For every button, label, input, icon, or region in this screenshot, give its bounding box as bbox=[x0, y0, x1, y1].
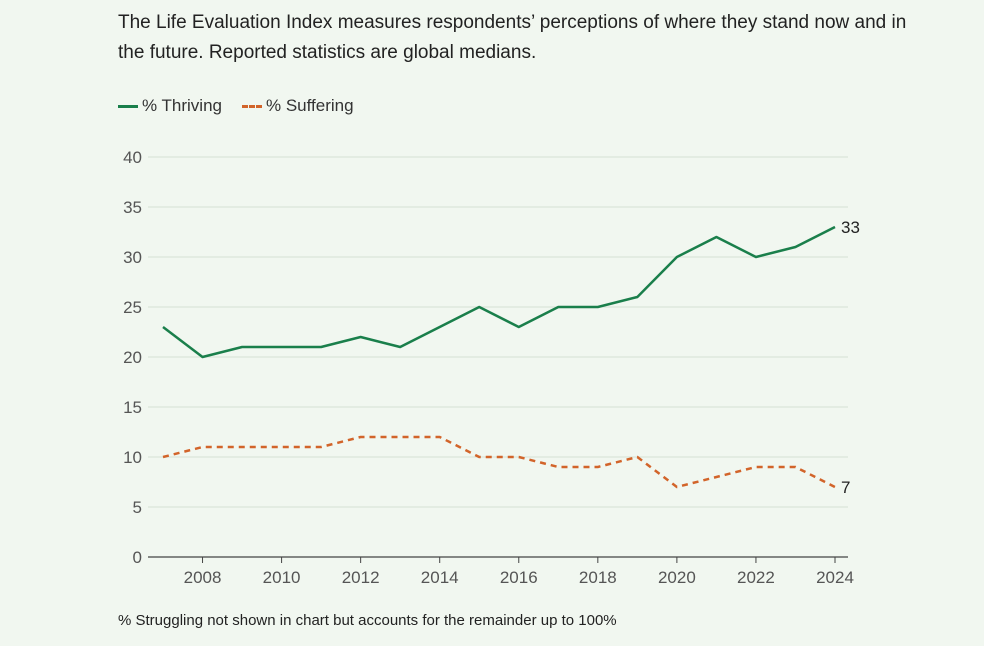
x-tick-label: 2012 bbox=[342, 568, 380, 587]
y-tick-label: 5 bbox=[133, 498, 142, 517]
x-tick-label: 2016 bbox=[500, 568, 538, 587]
legend-label-thriving: % Thriving bbox=[142, 96, 222, 115]
legend-swatch-suffering bbox=[242, 104, 262, 108]
y-tick-label: 20 bbox=[123, 348, 142, 367]
x-tick-label: 2008 bbox=[184, 568, 222, 587]
end-label-thriving: 33 bbox=[841, 218, 860, 237]
series-line-thriving bbox=[162, 225, 836, 359]
x-tick-label: 2022 bbox=[737, 568, 775, 587]
x-tick-label: 2024 bbox=[816, 568, 854, 587]
legend-label-suffering: % Suffering bbox=[266, 96, 354, 115]
footnote: % Struggling not shown in chart but acco… bbox=[118, 612, 617, 629]
x-tick-label: 2018 bbox=[579, 568, 617, 587]
chart-description: The Life Evaluation Index measures respo… bbox=[118, 12, 907, 63]
legend-swatch-thriving bbox=[118, 104, 138, 108]
legend-item-thriving: % Thriving bbox=[118, 96, 222, 116]
y-tick-label: 40 bbox=[123, 148, 142, 167]
y-tick-label: 25 bbox=[123, 298, 142, 317]
series-line-suffering bbox=[162, 435, 836, 489]
x-tick-label: 2010 bbox=[263, 568, 301, 587]
y-tick-label: 35 bbox=[123, 198, 142, 217]
x-tick-label: 2020 bbox=[658, 568, 696, 587]
end-label-suffering: 7 bbox=[841, 478, 850, 497]
y-tick-label: 10 bbox=[123, 448, 142, 467]
y-tick-label: 0 bbox=[133, 548, 142, 567]
legend: % Thriving % Suffering bbox=[118, 96, 368, 116]
y-tick-label: 30 bbox=[123, 248, 142, 267]
legend-item-suffering: % Suffering bbox=[242, 96, 354, 116]
x-tick-label: 2014 bbox=[421, 568, 459, 587]
y-tick-label: 15 bbox=[123, 398, 142, 417]
